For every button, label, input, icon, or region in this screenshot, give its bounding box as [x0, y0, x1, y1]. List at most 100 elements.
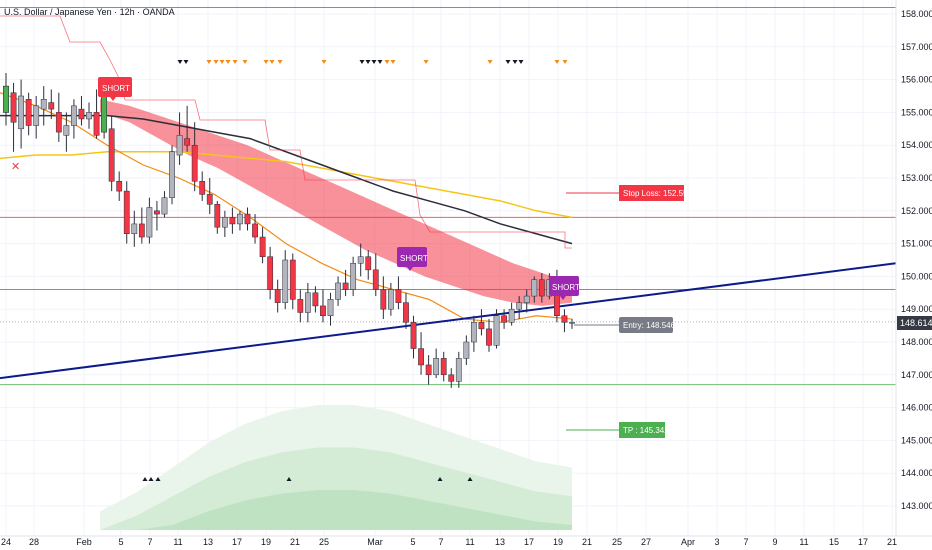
arrow-down-icon — [371, 60, 377, 64]
entry-label[interactable]: Entry: 148.546 — [619, 317, 676, 333]
candle — [486, 319, 492, 352]
candle — [342, 269, 349, 297]
candle — [252, 214, 258, 244]
short-signal-1[interactable]: SHORT — [98, 77, 132, 101]
candle — [418, 332, 424, 375]
candle-body — [342, 282, 349, 290]
candle-body — [10, 92, 17, 123]
candle — [55, 92, 62, 142]
time-tick-label: 9 — [772, 537, 777, 547]
horizontal-levels — [0, 6, 896, 386]
candle-body — [63, 125, 70, 136]
candle-body — [418, 348, 424, 366]
candle — [493, 309, 500, 349]
candle-body — [221, 217, 228, 228]
candle-body — [403, 302, 409, 323]
candle — [380, 276, 387, 320]
candle-body — [25, 99, 32, 126]
candle — [410, 315, 417, 359]
ema-orange-line — [0, 92, 573, 323]
stop-loss-label[interactable]: Stop Loss: 152.551 — [619, 185, 692, 201]
candle — [176, 112, 183, 165]
candle-body — [116, 181, 123, 192]
time-tick-label: 11 — [173, 537, 182, 547]
candle-body — [146, 207, 153, 238]
candle-body — [387, 289, 394, 310]
candle — [221, 210, 228, 238]
short-signal-3[interactable]: SHORT — [549, 276, 580, 300]
time-tick-label: 27 — [641, 537, 651, 547]
candle — [478, 309, 485, 336]
candle — [471, 315, 477, 352]
trend-line-path[interactable] — [0, 262, 897, 380]
arrow-down-icon — [505, 60, 511, 64]
candle — [259, 227, 266, 264]
candle — [244, 207, 251, 231]
time-tick-label: 15 — [829, 537, 839, 547]
candle-body — [486, 328, 492, 346]
take-profit-label[interactable]: TP : 145.342 — [619, 422, 669, 438]
candle — [267, 246, 274, 300]
candle-body — [18, 95, 24, 130]
cloud-band — [100, 99, 572, 306]
candle-body — [78, 108, 85, 120]
candle-body — [561, 315, 568, 323]
time-tick-label: Feb — [76, 537, 92, 547]
candle — [108, 115, 115, 192]
price-tick-label: 151.000 — [901, 239, 932, 249]
price-tick-label: 155.000 — [901, 107, 932, 117]
candle — [327, 292, 334, 326]
time-tick-label: 11 — [465, 537, 474, 547]
arrow-down-icon — [365, 60, 371, 64]
time-tick-label: 17 — [858, 537, 868, 547]
candle — [214, 200, 221, 234]
candle-body — [33, 105, 40, 126]
candle — [448, 368, 455, 388]
time-tick-label: 5 — [118, 537, 123, 547]
candle — [169, 145, 175, 205]
candle-body — [493, 315, 500, 346]
candle — [10, 82, 17, 152]
arrow-down-icon — [512, 60, 518, 64]
candle — [561, 309, 568, 333]
time-axis[interactable]: 24 28 Feb 5 7 11 13 17 19 21 25 Mar 5 7 11 13 17 19 21 25 27… — [0, 535, 932, 547]
candle-body — [138, 223, 145, 238]
candle — [501, 309, 507, 329]
candle — [508, 302, 515, 326]
arrow-up-icon — [142, 477, 148, 481]
candle — [320, 289, 326, 323]
candle-body — [71, 105, 77, 126]
time-tick-label: 17 — [524, 537, 534, 547]
candle-body — [538, 279, 545, 297]
price-tick-label: 153.000 — [901, 173, 932, 183]
price-tick-label: 146.000 — [901, 403, 932, 413]
time-tick-label: 21 — [582, 537, 592, 547]
candle-body — [335, 282, 341, 300]
candle — [523, 289, 530, 313]
candle-body — [463, 341, 470, 359]
candle-body — [237, 213, 243, 225]
candle-body — [320, 305, 326, 317]
entry-text: Entry: 148.546 — [623, 321, 676, 330]
time-tick-label: 3 — [714, 537, 719, 547]
price-tick-label: 158.000 — [901, 9, 932, 19]
candle — [463, 335, 470, 365]
candle — [531, 276, 538, 303]
candle-body — [523, 295, 530, 303]
time-tick-label: 25 — [612, 537, 622, 547]
candle-body-highlight — [3, 85, 9, 113]
candle-body — [169, 151, 175, 198]
candle-body — [448, 374, 455, 382]
candle-body — [365, 256, 372, 271]
arrow-down-icon — [263, 60, 269, 64]
time-tick-label: 13 — [203, 537, 213, 547]
price-tick-label: 152.000 — [901, 206, 932, 216]
sma-gold-line — [0, 151, 573, 219]
arrow-down-icon — [390, 60, 396, 64]
price-axis[interactable]: 158.000 157.000 156.000 155.000 154.000 153.0… — [895, 0, 932, 536]
short-signal-2[interactable]: SHORT — [397, 247, 428, 271]
trend-line[interactable] — [0, 262, 897, 380]
candle — [440, 351, 447, 382]
time-tick-label: 25 — [319, 537, 329, 547]
